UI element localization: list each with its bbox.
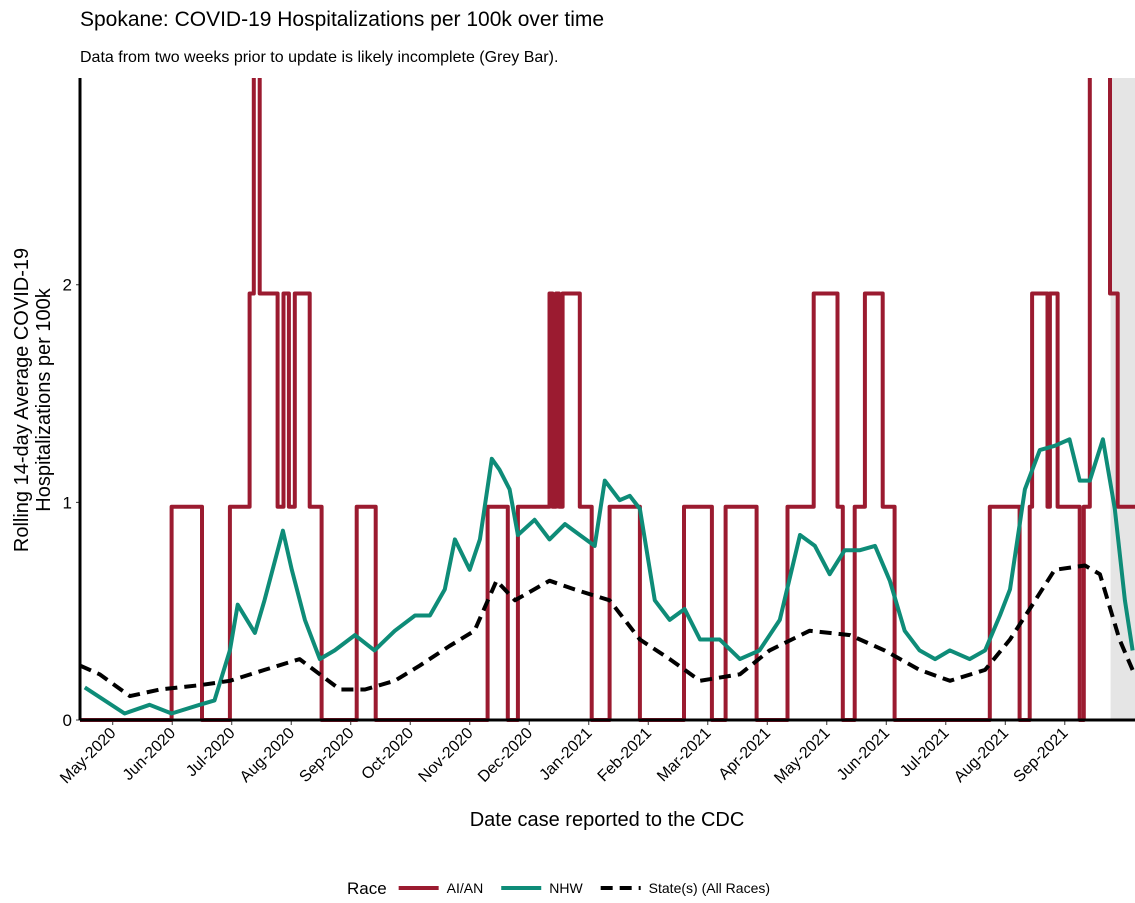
x-tick-label: Apr-2021 (716, 725, 775, 784)
x-tick-label: Sep-2021 (1011, 725, 1072, 786)
y-tick-label: 0 (63, 711, 72, 730)
legend-title: Race (347, 879, 387, 898)
x-tick-label: Mar-2021 (654, 725, 715, 786)
y-axis-label: Hospitalizations per 100k (33, 287, 55, 511)
y-tick-label: 2 (63, 276, 72, 295)
x-tick-label: Feb-2021 (595, 725, 656, 786)
x-tick-label: Jul-2020 (183, 725, 238, 780)
chart-title: Spokane: COVID-19 Hospitalizations per 1… (80, 8, 604, 31)
x-tick-label: Sep-2020 (296, 725, 357, 786)
x-tick-label: Jul-2021 (897, 725, 952, 780)
plot-area (80, 78, 1135, 722)
legend-label: NHW (549, 880, 583, 896)
y-tick-label: 1 (63, 493, 72, 512)
series-line (80, 78, 1135, 722)
x-axis-label: Date case reported to the CDC (470, 809, 745, 831)
x-tick-label: Jun-2021 (834, 725, 893, 784)
series-line (83, 437, 1135, 716)
incomplete-data-band (1110, 78, 1135, 720)
x-tick-label: Jun-2020 (120, 725, 179, 784)
x-tick-label: Nov-2020 (416, 725, 477, 786)
x-tick-label: Oct-2020 (359, 725, 418, 784)
series-line (80, 563, 1135, 699)
y-axis-label: Rolling 14-day Average COVID-19 (11, 248, 33, 552)
x-tick-label: Jan-2021 (536, 725, 595, 784)
x-tick-label: Aug-2021 (951, 725, 1012, 786)
x-tick-label: May-2021 (771, 725, 833, 787)
chart-subtitle: Data from two weeks prior to update is l… (80, 49, 558, 66)
x-tick-label: Aug-2020 (237, 725, 298, 786)
x-tick-label: May-2020 (57, 725, 119, 787)
legend-label: AI/AN (447, 880, 484, 896)
legend-label: State(s) (All Races) (649, 880, 770, 896)
x-tick-label: Dec-2020 (475, 725, 536, 786)
